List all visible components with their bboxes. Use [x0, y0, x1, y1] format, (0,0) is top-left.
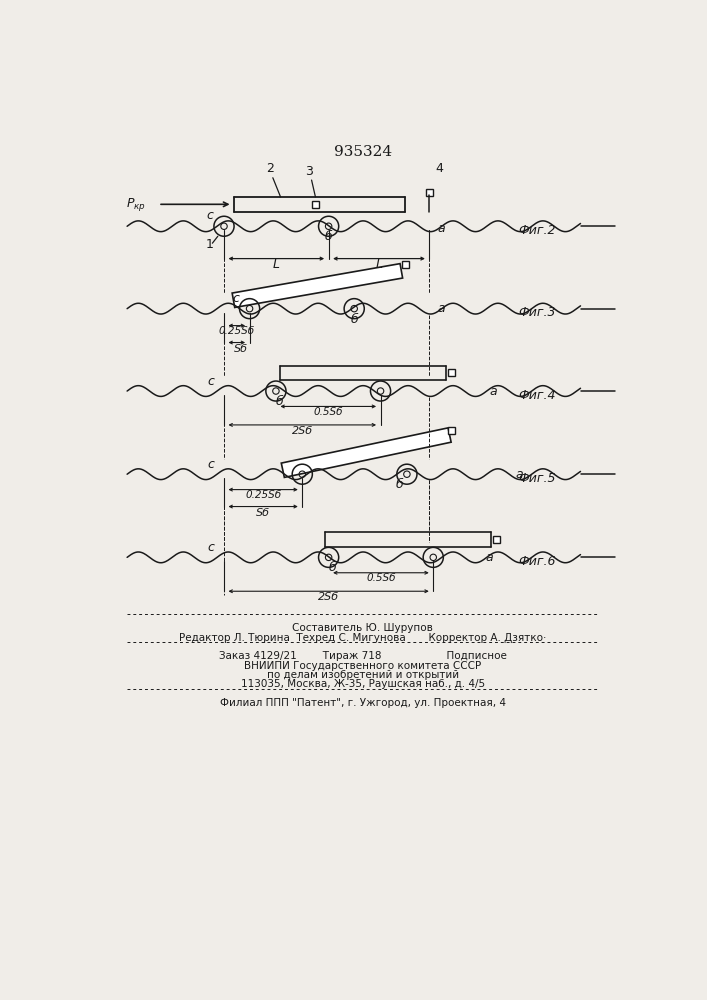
Text: Фиг.4: Фиг.4	[518, 389, 556, 402]
Text: a: a	[486, 551, 493, 564]
Text: c: c	[232, 292, 239, 305]
Text: б: б	[276, 395, 284, 408]
Text: б: б	[351, 313, 358, 326]
Text: 113035, Москва, Ж-35, Раушская наб., д. 4/5: 113035, Москва, Ж-35, Раушская наб., д. …	[240, 679, 485, 689]
Bar	[312, 201, 319, 208]
Text: 2Sб: 2Sб	[318, 592, 339, 602]
Bar	[448, 369, 455, 376]
Text: a: a	[437, 302, 445, 316]
Text: a: a	[437, 222, 445, 235]
Text: Составитель Ю. Шурупов: Составитель Ю. Шурупов	[292, 623, 433, 633]
Text: Редактор Л. Тюрина  Техред С. Мигунова       Корректор А. Дзятко·: Редактор Л. Тюрина Техред С. Мигунова Ко…	[179, 633, 547, 643]
Text: 2Sб: 2Sб	[292, 426, 312, 436]
Text: б: б	[395, 478, 403, 491]
Text: Заказ 4129/21        Тираж 718                    Подписное: Заказ 4129/21 Тираж 718 Подписное	[218, 651, 507, 661]
Text: L: L	[273, 258, 280, 271]
Text: 4: 4	[436, 162, 443, 175]
Text: L: L	[375, 258, 382, 271]
FancyBboxPatch shape	[232, 264, 402, 307]
Text: по делам изобретений и открытий: по делам изобретений и открытий	[267, 670, 459, 680]
Text: ВНИИПИ Государственного комитета СССР: ВНИИПИ Государственного комитета СССР	[244, 661, 481, 671]
Text: б: б	[329, 561, 337, 574]
Text: a: a	[489, 385, 497, 398]
Text: 0.5Sб: 0.5Sб	[313, 407, 343, 417]
FancyBboxPatch shape	[281, 428, 451, 477]
Text: Sб: Sб	[256, 508, 270, 518]
Text: Фиг.6: Фиг.6	[518, 555, 556, 568]
Text: 0.25Sб: 0.25Sб	[218, 326, 255, 336]
Text: 3: 3	[305, 165, 313, 178]
Bar	[426, 189, 433, 196]
Text: 2: 2	[266, 162, 274, 175]
Text: a: a	[515, 468, 523, 481]
Bar	[448, 427, 455, 434]
Text: 1: 1	[206, 238, 214, 251]
Text: 935324: 935324	[334, 145, 392, 159]
Text: Фиг.2: Фиг.2	[518, 224, 556, 237]
Text: б: б	[325, 230, 332, 243]
Text: Sб: Sб	[233, 344, 247, 354]
Text: Фиг.3: Фиг.3	[518, 306, 556, 319]
Text: Филиал ППП "Патент", г. Ужгород, ул. Проектная, 4: Филиал ППП "Патент", г. Ужгород, ул. Про…	[220, 698, 506, 708]
Text: Фиг.5: Фиг.5	[518, 472, 556, 485]
Text: c: c	[208, 375, 215, 388]
Bar	[493, 536, 500, 543]
Text: c: c	[208, 541, 215, 554]
Text: c: c	[206, 209, 214, 222]
Text: 0.5Sб: 0.5Sб	[366, 573, 396, 583]
Text: c: c	[208, 458, 215, 471]
Text: 0.25Sб: 0.25Sб	[245, 490, 281, 500]
Bar	[402, 261, 409, 268]
Text: $P_{кр}$: $P_{кр}$	[126, 196, 146, 213]
